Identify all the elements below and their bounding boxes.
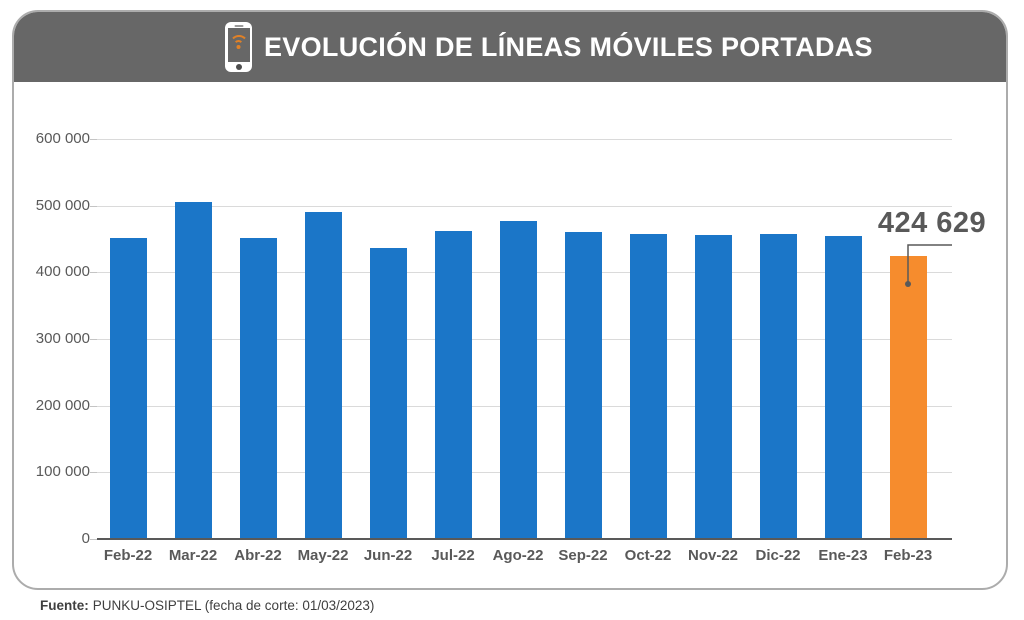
chart-header: EVOLUCIÓN DE LÍNEAS MÓVILES PORTADAS xyxy=(14,12,1006,82)
gridline xyxy=(97,139,952,140)
y-axis-label: 500 000 xyxy=(35,196,90,214)
source-label: Fuente: xyxy=(40,598,89,613)
y-axis-tick xyxy=(90,205,97,207)
phone-screen xyxy=(227,28,250,62)
x-axis-label: Feb-22 xyxy=(103,547,153,564)
y-axis-label: 300 000 xyxy=(35,330,90,347)
y-axis-tick xyxy=(90,405,97,407)
bar-feb-22 xyxy=(109,238,147,539)
bar-oct-22 xyxy=(629,234,667,539)
y-axis-tick xyxy=(90,272,97,274)
x-axis-label: Jun-22 xyxy=(363,547,413,564)
annotation-value: 424 629 xyxy=(877,207,987,239)
bar-ago-22 xyxy=(499,221,537,539)
y-axis-tick xyxy=(90,539,97,540)
x-axis-label: Oct-22 xyxy=(624,547,672,564)
phone-home-button xyxy=(235,64,242,70)
mobile-phone-icon xyxy=(225,22,252,72)
x-axis-label: Feb-23 xyxy=(883,547,933,564)
x-axis-label: Ene-23 xyxy=(818,547,868,564)
y-axis-label: 200 000 xyxy=(35,396,90,414)
source-text: PUNKU-OSIPTEL (fecha de corte: 01/03/202… xyxy=(92,598,375,613)
bar-mar-22 xyxy=(174,202,212,539)
x-axis-line xyxy=(97,538,952,540)
bar-jun-22 xyxy=(369,248,407,539)
bar-ene-23 xyxy=(824,236,862,539)
bar-may-22 xyxy=(304,212,342,539)
y-axis-label: 0 xyxy=(81,530,90,547)
chart-title: EVOLUCIÓN DE LÍNEAS MÓVILES PORTADAS xyxy=(264,31,873,62)
x-axis-label: Mar-22 xyxy=(168,547,218,564)
x-axis-label: Abr-22 xyxy=(234,547,282,564)
y-axis-label: 100 000 xyxy=(35,463,90,481)
x-axis-label: Sep-22 xyxy=(558,547,608,564)
x-axis-label: Dic-22 xyxy=(755,547,801,564)
y-axis-label: 400 000 xyxy=(35,263,90,281)
x-axis-label: Jul-22 xyxy=(431,547,475,564)
x-axis-label: Nov-22 xyxy=(687,547,739,564)
bar-nov-22 xyxy=(694,235,732,539)
bar-abr-22 xyxy=(239,238,277,539)
bar-feb-23 xyxy=(889,256,927,539)
chart-card: EVOLUCIÓN DE LÍNEAS MÓVILES PORTADAS 600… xyxy=(12,10,1008,590)
plot-area: Feb-22 Mar-22 Abr-22 May-22 Jun-22 Jul-22 Ago-… xyxy=(97,139,986,564)
y-axis-label: 600 000 xyxy=(35,130,90,147)
phone-speaker xyxy=(234,24,243,27)
y-axis-tick xyxy=(90,139,97,140)
x-axis-label: Ago-22 xyxy=(492,547,544,564)
y-axis-tick xyxy=(90,472,97,474)
bar-dic-22 xyxy=(759,234,797,539)
wifi-signal-icon xyxy=(229,35,248,51)
source-note: Fuente: PUNKU-OSIPTEL (fecha de corte: 01… xyxy=(40,598,374,613)
gridline xyxy=(97,205,952,207)
y-axis-tick xyxy=(90,339,97,340)
bar-sep-22 xyxy=(564,232,602,539)
bar-jul-22 xyxy=(434,231,472,539)
x-axis-label: May-22 xyxy=(297,547,349,564)
